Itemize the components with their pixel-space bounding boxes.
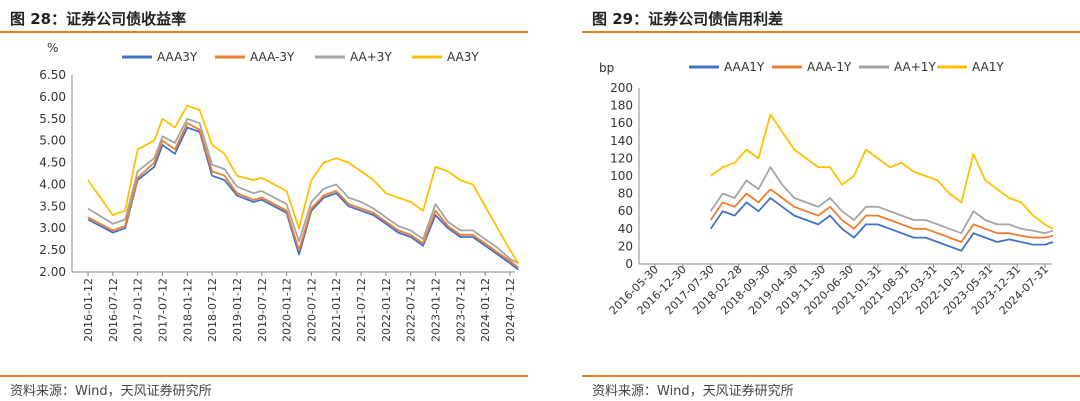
y-tick-label: 2.00 <box>39 265 66 279</box>
y-tick-label: 60 <box>618 204 633 218</box>
y-tick-label: 140 <box>610 134 633 148</box>
y-tick-label: 20 <box>618 239 633 253</box>
series-line-aaplus3y <box>87 117 519 264</box>
legend-label: AA3Y <box>447 50 479 64</box>
y-tick-label: 200 <box>610 81 633 95</box>
y-tick-label: 100 <box>610 169 633 183</box>
x-tick-label: 2024-01-12 <box>479 278 492 342</box>
x-tick-label: 2018-01-12 <box>181 278 194 342</box>
y-tick-label: 5.00 <box>39 134 66 148</box>
x-tick-label: 2019-07-12 <box>256 278 269 342</box>
x-tick-label: 2016-01-12 <box>82 278 95 342</box>
x-tick-label: 2020-07-12 <box>305 278 318 342</box>
x-tick-label: 2023-07-12 <box>454 278 467 342</box>
series-line-aa3y <box>87 104 520 264</box>
left-chart-panel: 图 28：证券公司债收益率 % 6.50 6.00 5.50 5.00 4.50 4.00 3… <box>0 0 528 401</box>
x-tick-label: 2022-07-12 <box>405 278 418 342</box>
y-tick-label: 0 <box>625 257 633 271</box>
y-tick-label: 3.00 <box>39 221 66 235</box>
source-rule <box>582 375 1080 377</box>
x-tick-label: 2017-01-12 <box>132 278 145 342</box>
legend-label: AAA-3Y <box>250 50 295 64</box>
series-line-aaa1y <box>709 197 1054 252</box>
y-axis-label: bp <box>599 61 614 75</box>
source-note: 资料来源：Wind，天风证券研究所 <box>592 384 794 399</box>
spread-chart-svg: bp2001801601401201008060402002016-05-302… <box>599 60 1054 317</box>
y-tick-label: 3.50 <box>39 199 66 213</box>
legend-label: AAA1Y <box>724 60 765 74</box>
x-tick-label: 2017-07-12 <box>156 278 169 342</box>
x-tick-label: 2024-07-12 <box>504 278 517 342</box>
title-rule <box>0 31 528 33</box>
y-tick-label: 120 <box>610 151 633 165</box>
x-tick-label: 2020-01-12 <box>281 278 294 342</box>
y-tick-label: 40 <box>618 222 633 236</box>
chart-title: 图 29：证券公司债信用利差 <box>592 10 784 28</box>
y-tick-label: 6.00 <box>39 90 66 104</box>
y-tick-label: 2.50 <box>39 243 66 257</box>
series-line-aaa-1y <box>709 188 1054 243</box>
legend-label: AAA3Y <box>157 50 198 64</box>
legend-label: AAA-1Y <box>807 60 852 74</box>
x-tick-label: 2018-07-12 <box>206 278 219 342</box>
x-tick-label: 2019-01-12 <box>231 278 244 342</box>
source-rule <box>0 375 528 377</box>
x-tick-label: 2023-01-12 <box>430 278 443 342</box>
chart-title: 图 28：证券公司债收益率 <box>10 10 187 28</box>
legend-label: AA+1Y <box>894 60 936 74</box>
x-tick-label: 2022-01-12 <box>380 278 393 342</box>
yield-chart-svg: % 6.50 6.00 5.50 5.00 4.50 4.00 3.50 3.00 2.50 2.0… <box>39 41 520 342</box>
y-tick-label: 80 <box>618 187 633 201</box>
y-tick-label: 160 <box>610 116 633 130</box>
series-line-aaplus1y <box>709 166 1054 235</box>
x-tick-label: 2016-07-12 <box>107 278 120 342</box>
source-note: 资料来源：Wind，天风证券研究所 <box>10 384 212 399</box>
y-tick-label: 4.50 <box>39 156 66 170</box>
y-tick-label: 4.00 <box>39 177 66 191</box>
series-line-aa1y <box>710 113 1054 230</box>
x-tick-label: 2021-07-12 <box>355 278 368 342</box>
y-tick-label: 5.50 <box>39 112 66 126</box>
legend-label: AA+3Y <box>350 50 392 64</box>
series-line-aaa3y <box>87 126 519 271</box>
title-rule <box>582 31 1080 33</box>
legend-label: AA1Y <box>972 60 1004 74</box>
y-tick-label: 6.50 <box>39 68 66 82</box>
y-axis-label: % <box>47 41 58 55</box>
series-line-aaa-3y <box>87 122 519 269</box>
right-chart-panel: 图 29：证券公司债信用利差 bp 200 180 160 140 120 100 80 60 4… <box>582 0 1080 401</box>
y-tick-label: 180 <box>610 99 633 113</box>
x-tick-label: 2021-01-12 <box>330 278 343 342</box>
